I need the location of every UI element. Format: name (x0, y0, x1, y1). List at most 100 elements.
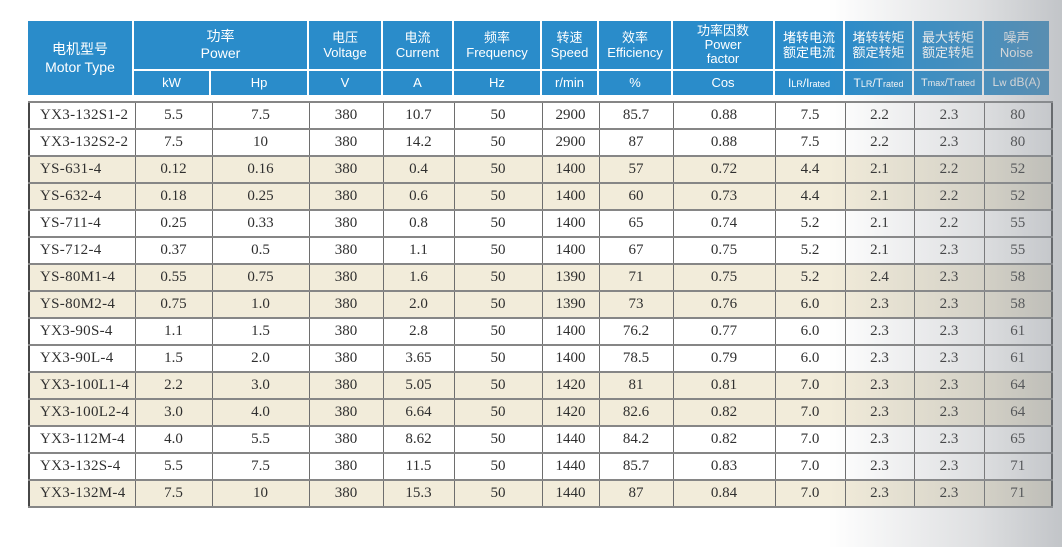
cell-speed: 1440 (541, 452, 600, 481)
cell-tlr-ratio: 2.1 (844, 155, 915, 184)
cell-noise: 80 (983, 128, 1053, 157)
header-power-factor-zh: 功率因数 (696, 23, 749, 38)
cell-cos: 0.83 (672, 452, 776, 481)
cell-hp: 1.5 (211, 317, 310, 346)
cell-kw: 0.12 (134, 155, 213, 184)
header-motor-type: 电机型号 Motor Type (28, 21, 132, 95)
cell-tmax-ratio: 2.3 (913, 425, 985, 454)
header-motor-type-zh: 电机型号 (52, 41, 108, 57)
table-row: YS-711-4 0.25 0.33 380 0.8 50 1400 65 0.74 5.2 2.1… (28, 209, 1053, 238)
cell-frequency: 50 (453, 452, 543, 481)
cell-hp: 0.25 (211, 182, 310, 211)
header-speed-zh: 转速 (556, 30, 583, 45)
table-row: YS-632-4 0.18 0.25 380 0.6 50 1400 60 0.73 4.4 2.1… (28, 182, 1053, 211)
cell-voltage: 380 (308, 425, 384, 454)
cell-voltage: 380 (308, 182, 384, 211)
cell-hp: 10 (211, 128, 310, 157)
cell-model: YX3-100L1-4 (28, 371, 136, 400)
cell-model: YX3-132M-4 (28, 479, 136, 508)
cell-efficiency: 85.7 (598, 101, 674, 130)
cell-speed: 1400 (541, 209, 600, 238)
header-power-group: 功率 Power (134, 21, 307, 69)
table-row: YX3-100L1-4 2.2 3.0 380 5.05 50 1420 81 0.81 7.0 2… (28, 371, 1053, 400)
cell-ilr-ratio: 4.4 (774, 155, 846, 184)
cell-speed: 1420 (541, 371, 600, 400)
cell-tmax-ratio: 2.3 (913, 452, 985, 481)
cell-efficiency: 81 (598, 371, 674, 400)
cell-frequency: 50 (453, 209, 543, 238)
cell-efficiency: 60 (598, 182, 674, 211)
cell-tlr-ratio: 2.3 (844, 290, 915, 319)
cell-efficiency: 57 (598, 155, 674, 184)
header-efficiency-en: Efficiency (607, 45, 663, 60)
cell-current: 3.65 (382, 344, 455, 373)
cell-noise: 55 (983, 236, 1053, 265)
unit-tlr-trated: TLR/Trated (845, 71, 912, 95)
unit-hz: Hz (454, 71, 540, 95)
cell-model: YX3-132S2-2 (28, 128, 136, 157)
header-power-en: Power (200, 45, 241, 61)
cell-model: YS-632-4 (28, 182, 136, 211)
header-max-torque-zh1: 最大转矩 (921, 30, 974, 45)
cell-noise: 64 (983, 398, 1053, 427)
cell-ilr-ratio: 5.2 (774, 209, 846, 238)
cell-kw: 0.75 (134, 290, 213, 319)
cell-voltage: 380 (308, 101, 384, 130)
cell-kw: 7.5 (134, 479, 213, 508)
spec-table: YX3-132S1-2 5.5 7.5 380 10.7 50 2900 85.7 0.88 7.… (28, 101, 1053, 508)
cell-efficiency: 76.2 (598, 317, 674, 346)
cell-kw: 5.5 (134, 101, 213, 130)
cell-voltage: 380 (308, 344, 384, 373)
cell-current: 1.1 (382, 236, 455, 265)
header-max-torque: 最大转矩 额定转矩 (914, 21, 982, 69)
cell-ilr-ratio: 7.5 (774, 128, 846, 157)
cell-efficiency: 87 (598, 479, 674, 508)
cell-voltage: 380 (308, 290, 384, 319)
cell-model: YS-631-4 (28, 155, 136, 184)
cell-current: 2.0 (382, 290, 455, 319)
cell-tlr-ratio: 2.3 (844, 371, 915, 400)
cell-speed: 1400 (541, 155, 600, 184)
cell-kw: 7.5 (134, 128, 213, 157)
cell-ilr-ratio: 4.4 (774, 182, 846, 211)
cell-hp: 4.0 (211, 398, 310, 427)
header-frequency: 频率 Frequency (454, 21, 540, 69)
cell-tmax-ratio: 2.3 (913, 479, 985, 508)
cell-hp: 5.5 (211, 425, 310, 454)
cell-hp: 7.5 (211, 101, 310, 130)
cell-frequency: 50 (453, 236, 543, 265)
cell-noise: 58 (983, 263, 1053, 292)
cell-efficiency: 73 (598, 290, 674, 319)
cell-ilr-ratio: 6.0 (774, 344, 846, 373)
cell-ilr-ratio: 7.0 (774, 479, 846, 508)
header-voltage-zh: 电压 (331, 30, 358, 45)
header-locked-torque-zh2: 额定转矩 (852, 45, 905, 60)
cell-hp: 2.0 (211, 344, 310, 373)
cell-tlr-ratio: 2.1 (844, 209, 915, 238)
unit-efficiency-pct: % (599, 71, 671, 95)
header-noise: 噪声 Noise (984, 21, 1049, 69)
cell-cos: 0.84 (672, 479, 776, 508)
cell-efficiency: 84.2 (598, 425, 674, 454)
cell-noise: 71 (983, 452, 1053, 481)
cell-tmax-ratio: 2.3 (913, 398, 985, 427)
cell-model: YS-711-4 (28, 209, 136, 238)
cell-voltage: 380 (308, 452, 384, 481)
table-row: YX3-132S1-2 5.5 7.5 380 10.7 50 2900 85.7 0.88 7.… (28, 101, 1053, 130)
cell-cos: 0.81 (672, 371, 776, 400)
header-motor-type-en: Motor Type (45, 59, 115, 75)
cell-noise: 64 (983, 371, 1053, 400)
cell-speed: 1390 (541, 290, 600, 319)
cell-noise: 52 (983, 155, 1053, 184)
cell-kw: 0.18 (134, 182, 213, 211)
cell-kw: 1.1 (134, 317, 213, 346)
cell-voltage: 380 (308, 479, 384, 508)
unit-ilr-irated: ILR/Irated (775, 71, 843, 95)
cell-ilr-ratio: 5.2 (774, 236, 846, 265)
header-max-torque-zh2: 额定转矩 (921, 45, 974, 60)
cell-model: YX3-132S-4 (28, 452, 136, 481)
cell-tmax-ratio: 2.3 (913, 290, 985, 319)
header-noise-en: Noise (999, 45, 1034, 60)
cell-speed: 2900 (541, 101, 600, 130)
cell-frequency: 50 (453, 155, 543, 184)
